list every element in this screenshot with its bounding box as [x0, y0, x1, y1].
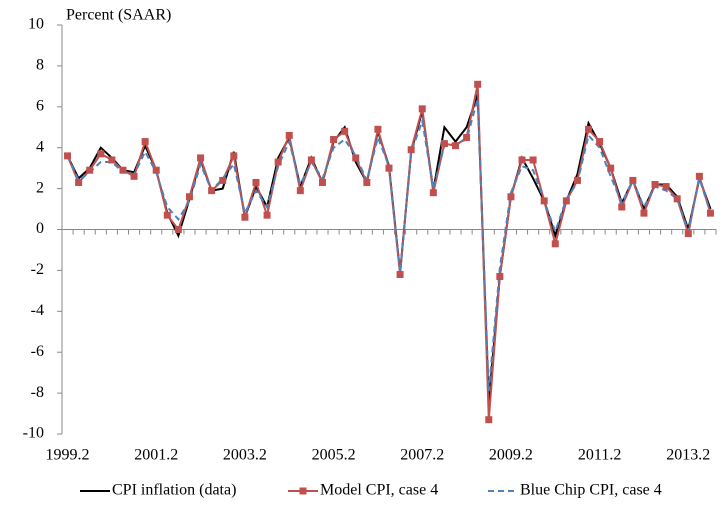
point-marker	[141, 138, 149, 146]
point-marker	[429, 189, 437, 197]
point-marker	[485, 416, 493, 424]
point-marker	[407, 146, 415, 154]
point-marker	[463, 133, 471, 141]
point-marker	[651, 181, 659, 189]
point-marker	[374, 125, 382, 133]
point-marker	[241, 213, 249, 221]
y-tick-label: 2	[36, 179, 44, 196]
legend-label: CPI inflation (data)	[112, 482, 236, 499]
y-tick-label: 6	[36, 97, 44, 114]
y-tick-label: 10	[28, 16, 44, 33]
point-marker	[185, 193, 193, 201]
y-axis-label: Percent (SAAR)	[66, 7, 171, 24]
point-marker	[119, 166, 127, 174]
point-marker	[684, 230, 692, 238]
legend-label: Model CPI, case 4	[320, 482, 438, 499]
point-marker	[607, 164, 615, 172]
x-tick-label: 2011.2	[578, 447, 621, 464]
point-marker	[518, 156, 526, 164]
y-tick-label: -6	[31, 343, 44, 360]
point-marker	[86, 166, 94, 174]
point-marker	[573, 176, 581, 184]
x-tick-label: 2013.2	[666, 447, 710, 464]
y-tick-label: 0	[36, 220, 44, 237]
point-marker	[529, 156, 537, 164]
point-marker	[174, 226, 182, 233]
x-tick-label: 2001.2	[134, 447, 178, 464]
y-tick-label: 4	[36, 138, 44, 155]
point-marker	[507, 193, 515, 201]
point-marker	[296, 187, 304, 195]
point-marker	[496, 273, 504, 281]
point-marker	[629, 176, 637, 184]
point-marker	[474, 80, 482, 88]
point-marker	[197, 154, 205, 162]
point-marker	[385, 164, 393, 172]
x-tick-label: 2007.2	[400, 447, 444, 464]
point-marker	[208, 187, 216, 195]
point-marker	[341, 127, 349, 135]
point-marker	[263, 211, 271, 219]
y-tick-label: -10	[23, 425, 44, 442]
point-marker	[396, 270, 404, 278]
point-marker	[540, 197, 548, 205]
point-marker	[662, 183, 670, 191]
point-marker	[285, 131, 293, 139]
y-tick-label: -2	[31, 261, 44, 278]
point-marker	[352, 154, 360, 162]
series-line	[66, 94, 712, 404]
point-marker	[163, 211, 171, 219]
point-marker	[452, 142, 460, 150]
x-tick-label: 2003.2	[223, 447, 267, 464]
point-marker	[64, 152, 72, 160]
point-marker	[330, 136, 338, 144]
point-marker	[75, 178, 83, 186]
point-marker	[562, 197, 570, 205]
point-marker	[618, 203, 626, 211]
point-marker	[108, 156, 116, 164]
point-marker	[307, 156, 315, 164]
x-tick-label: 2009.2	[489, 447, 533, 464]
legend-label: Blue Chip CPI, case 4	[520, 482, 662, 499]
point-marker	[219, 176, 227, 184]
point-marker	[318, 178, 326, 186]
point-marker	[418, 105, 426, 113]
point-marker	[440, 140, 448, 148]
point-marker	[585, 125, 593, 133]
point-marker	[673, 195, 681, 203]
point-marker	[695, 172, 703, 180]
legend-marker	[299, 487, 307, 495]
point-marker	[706, 209, 714, 217]
point-marker	[596, 138, 604, 146]
x-tick-label: 1999.2	[46, 447, 90, 464]
point-marker	[252, 178, 260, 186]
point-marker	[551, 240, 559, 248]
y-tick-label: -8	[31, 384, 44, 401]
series-line	[66, 98, 712, 392]
y-tick-label: -4	[31, 302, 44, 319]
point-marker	[130, 172, 138, 180]
point-marker	[274, 158, 282, 166]
point-marker	[152, 166, 160, 174]
point-marker	[640, 209, 648, 217]
point-marker	[230, 152, 238, 160]
series-line	[66, 84, 712, 420]
point-marker	[363, 178, 371, 186]
y-tick-label: 8	[36, 57, 44, 74]
x-tick-label: 2005.2	[312, 447, 356, 464]
point-marker	[97, 150, 105, 158]
